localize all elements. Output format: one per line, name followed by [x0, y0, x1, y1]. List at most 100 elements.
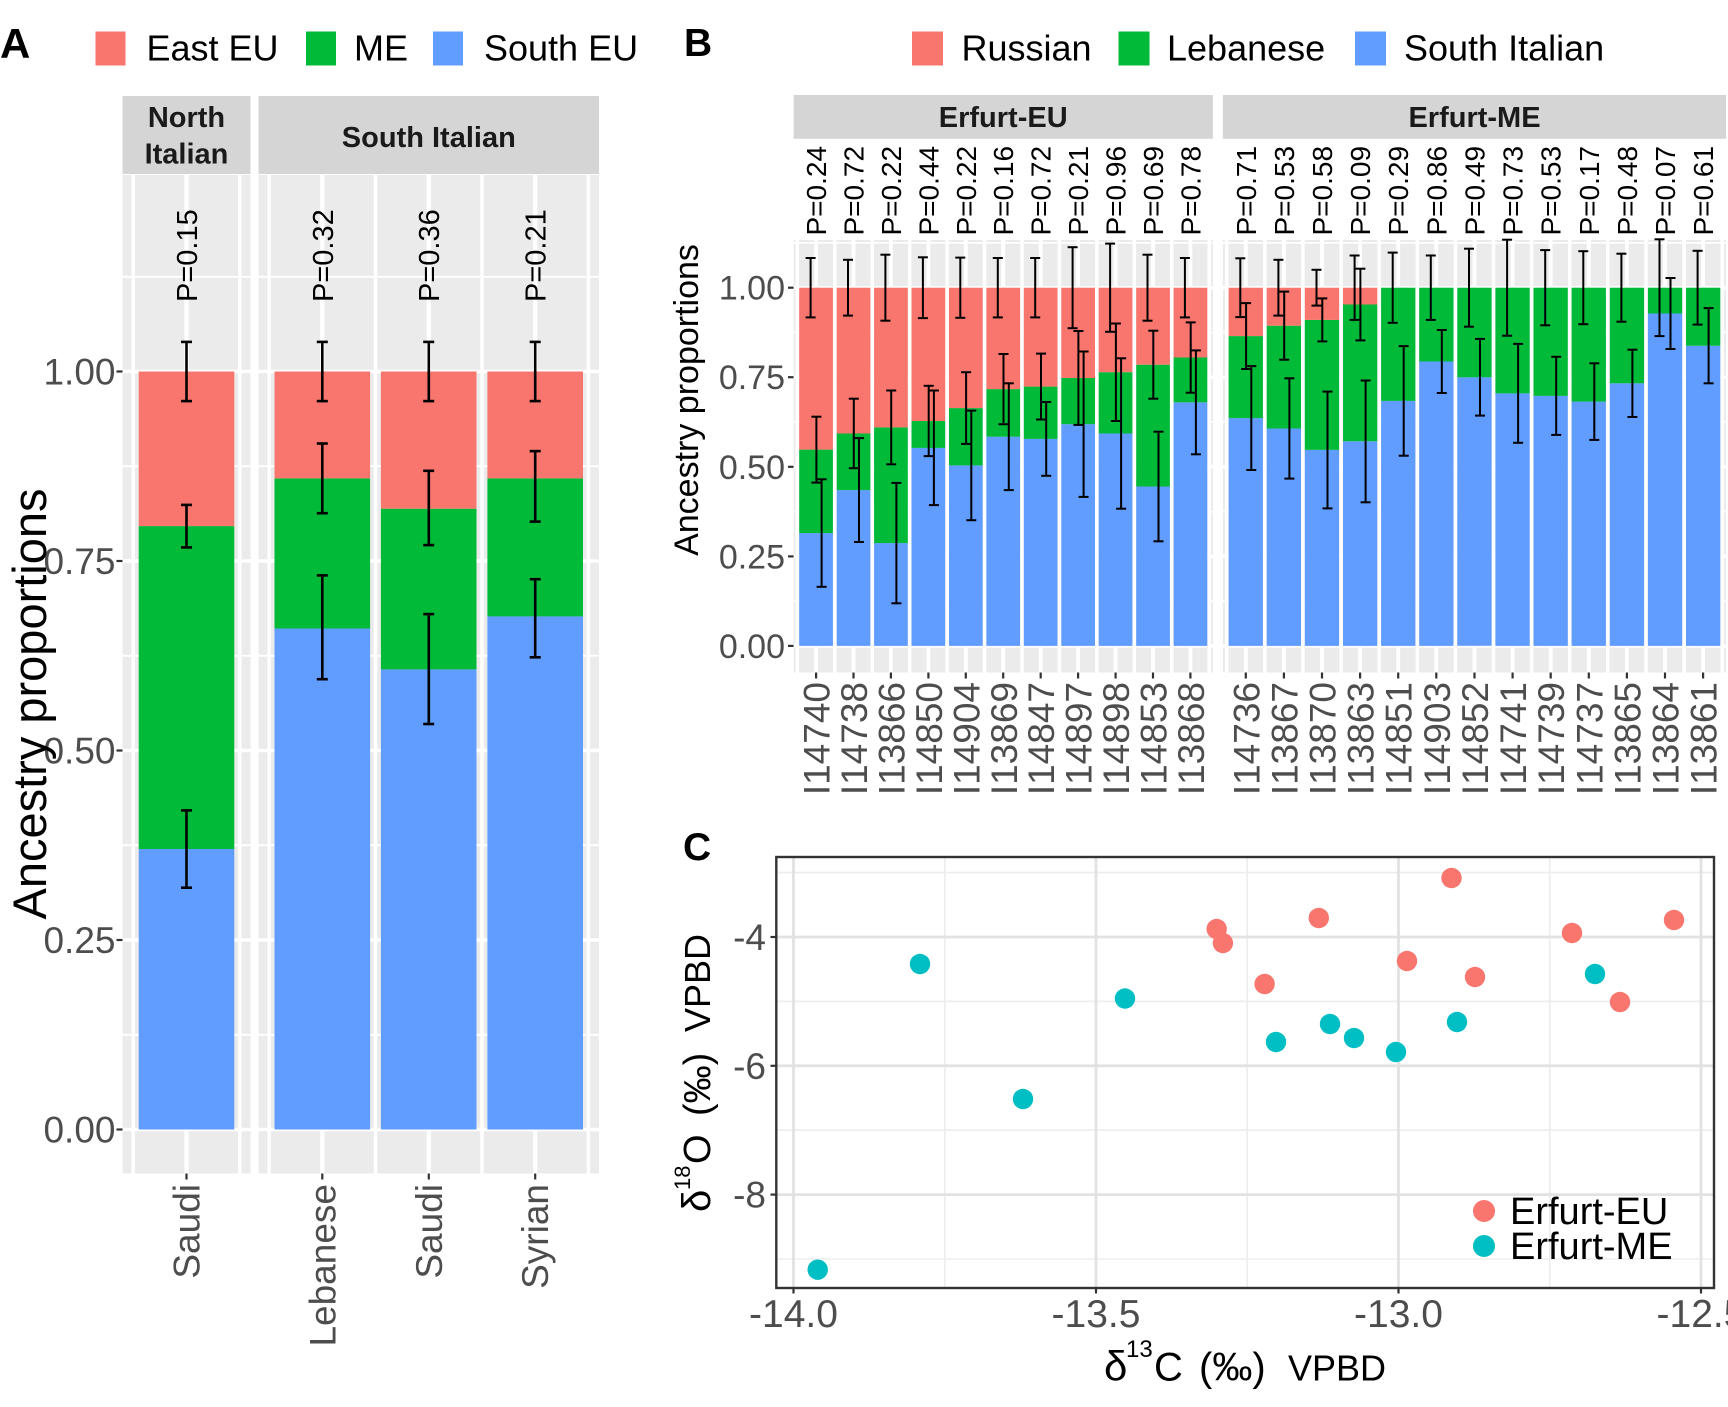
svg-text:P=0.29: P=0.29: [1383, 146, 1414, 236]
svg-text:-12.5: -12.5: [1657, 1293, 1728, 1336]
svg-text:P=0.36: P=0.36: [414, 209, 446, 302]
svg-text:Syrian: Syrian: [515, 1184, 556, 1289]
svg-text:I14736: I14736: [1226, 682, 1267, 795]
svg-text:I14898: I14898: [1096, 682, 1137, 795]
svg-text:P=0.53: P=0.53: [1269, 146, 1300, 236]
svg-text:I14903: I14903: [1417, 682, 1458, 795]
svg-text:-4: -4: [733, 917, 766, 958]
svg-text:0.00: 0.00: [719, 628, 785, 666]
svg-text:P=0.72: P=0.72: [839, 146, 870, 236]
svg-text:I14897: I14897: [1059, 682, 1100, 795]
svg-text:I13870: I13870: [1303, 682, 1344, 795]
svg-text:I14739: I14739: [1531, 682, 1572, 795]
svg-text:A: A: [0, 20, 30, 67]
svg-text:13: 13: [1126, 1336, 1153, 1363]
svg-text:Ancestry proportions: Ancestry proportions: [3, 488, 56, 919]
svg-text:P=0.78: P=0.78: [1175, 146, 1206, 236]
svg-text:VPBD: VPBD: [1288, 1348, 1386, 1389]
svg-text:P=0.24: P=0.24: [801, 146, 832, 236]
svg-text:-8: -8: [733, 1175, 766, 1216]
svg-text:P=0.58: P=0.58: [1307, 146, 1338, 236]
svg-text:I13863: I13863: [1341, 682, 1382, 795]
svg-text:I14852: I14852: [1455, 682, 1496, 795]
svg-text:North: North: [148, 102, 225, 134]
svg-text:δ: δ: [1104, 1343, 1127, 1390]
svg-text:I13867: I13867: [1264, 682, 1305, 795]
svg-text:B: B: [684, 22, 712, 65]
svg-text:1.00: 1.00: [43, 352, 115, 393]
svg-text:I14738: I14738: [834, 682, 875, 795]
svg-text:P=0.32: P=0.32: [308, 209, 340, 302]
svg-text:-13.5: -13.5: [1052, 1293, 1141, 1336]
svg-text:0.50: 0.50: [719, 449, 785, 487]
svg-text:Russian: Russian: [962, 28, 1092, 69]
svg-text:(‰): (‰): [1199, 1346, 1266, 1390]
svg-text:I13861: I13861: [1684, 682, 1725, 795]
svg-text:18: 18: [670, 1166, 695, 1190]
svg-text:P=0.07: P=0.07: [1650, 146, 1681, 236]
svg-text:I13869: I13869: [984, 682, 1025, 795]
svg-text:P=0.21: P=0.21: [1063, 146, 1094, 236]
svg-text:Lebanese: Lebanese: [302, 1184, 343, 1347]
svg-text:I14850: I14850: [909, 682, 950, 795]
svg-text:Lebanese: Lebanese: [1167, 28, 1325, 69]
svg-text:South EU: South EU: [484, 28, 638, 69]
svg-text:0.00: 0.00: [43, 1110, 115, 1151]
svg-text:(‰): (‰): [677, 1053, 719, 1116]
svg-text:P=0.86: P=0.86: [1421, 146, 1452, 236]
svg-text:VPBD: VPBD: [677, 934, 718, 1032]
svg-text:0.25: 0.25: [719, 538, 785, 576]
svg-text:P=0.72: P=0.72: [1026, 146, 1057, 236]
svg-text:I14737: I14737: [1569, 682, 1610, 795]
svg-text:P=0.15: P=0.15: [172, 209, 204, 302]
svg-text:East EU: East EU: [147, 28, 279, 69]
svg-text:P=0.22: P=0.22: [951, 146, 982, 236]
svg-text:1.00: 1.00: [719, 270, 785, 308]
svg-text:I13865: I13865: [1607, 682, 1648, 795]
svg-text:Erfurt-EU: Erfurt-EU: [939, 102, 1068, 134]
svg-text:P=0.61: P=0.61: [1688, 146, 1719, 236]
svg-text:-6: -6: [733, 1046, 766, 1087]
svg-text:P=0.69: P=0.69: [1138, 146, 1169, 236]
svg-text:I14740: I14740: [797, 682, 838, 795]
svg-text:δ: δ: [675, 1190, 719, 1212]
svg-text:P=0.44: P=0.44: [913, 146, 944, 236]
svg-text:Erfurt-EU: Erfurt-EU: [1510, 1191, 1668, 1233]
svg-text:P=0.16: P=0.16: [988, 146, 1019, 236]
svg-text:0.75: 0.75: [719, 359, 785, 397]
svg-text:P=0.17: P=0.17: [1574, 146, 1605, 236]
svg-text:P=0.09: P=0.09: [1345, 146, 1376, 236]
svg-text:I13866: I13866: [871, 682, 912, 795]
svg-text:I14853: I14853: [1134, 682, 1175, 795]
svg-text:0.25: 0.25: [43, 920, 115, 961]
svg-text:I13868: I13868: [1171, 682, 1212, 795]
svg-text:South Italian: South Italian: [342, 122, 516, 154]
svg-text:Saudi: Saudi: [167, 1184, 208, 1279]
svg-text:P=0.96: P=0.96: [1101, 146, 1132, 236]
svg-text:P=0.22: P=0.22: [876, 146, 907, 236]
svg-text:Erfurt-ME: Erfurt-ME: [1408, 102, 1540, 134]
svg-text:P=0.48: P=0.48: [1612, 146, 1643, 236]
svg-text:C: C: [1154, 1346, 1183, 1390]
svg-text:Saudi: Saudi: [409, 1184, 450, 1279]
svg-text:-13.0: -13.0: [1354, 1293, 1443, 1336]
svg-text:I13864: I13864: [1646, 682, 1687, 795]
svg-text:Ancestry proportions: Ancestry proportions: [668, 244, 706, 556]
svg-text:P=0.53: P=0.53: [1536, 146, 1567, 236]
svg-text:Italian: Italian: [145, 139, 229, 171]
svg-text:I14851: I14851: [1379, 682, 1420, 795]
svg-text:I14741: I14741: [1493, 682, 1534, 795]
svg-text:0.50: 0.50: [43, 731, 115, 772]
svg-text:0.75: 0.75: [43, 541, 115, 582]
svg-text:ME: ME: [354, 28, 408, 69]
svg-text:I14904: I14904: [946, 682, 987, 795]
svg-text:I14847: I14847: [1021, 682, 1062, 795]
svg-text:C: C: [683, 826, 711, 869]
svg-text:-14.0: -14.0: [749, 1293, 838, 1336]
svg-text:P=0.49: P=0.49: [1460, 146, 1491, 236]
svg-text:P=0.71: P=0.71: [1231, 146, 1262, 236]
svg-text:P=0.73: P=0.73: [1498, 146, 1529, 236]
svg-text:O: O: [677, 1134, 719, 1164]
svg-text:P=0.21: P=0.21: [521, 209, 553, 302]
svg-text:South Italian: South Italian: [1404, 28, 1604, 69]
